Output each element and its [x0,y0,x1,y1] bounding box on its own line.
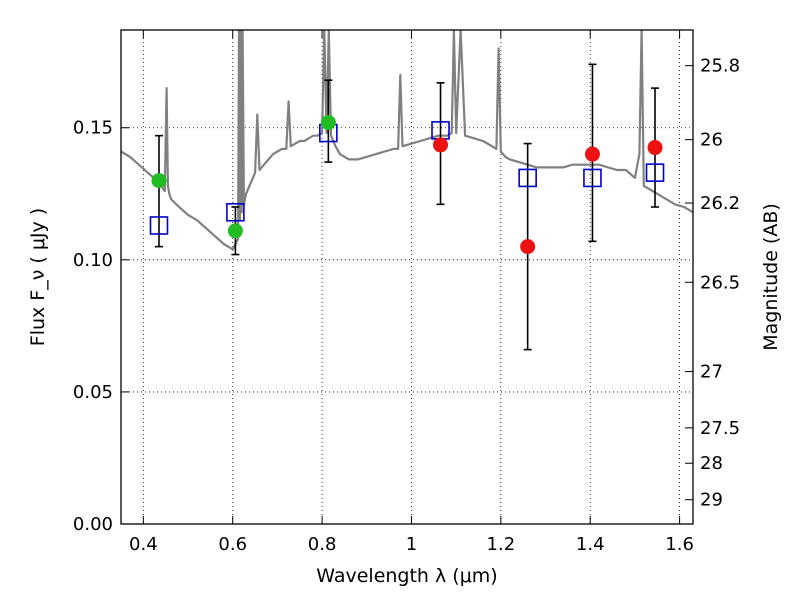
x-axis-ticks: 0.4 0.6 0.8 1 1.2 1.4 1.6 [129,30,694,555]
y-tick-label: 0.10 [73,250,113,271]
x-tick-label: 0.8 [308,534,337,555]
y-tick-label: 0.00 [73,514,113,535]
plot-frame [120,29,694,525]
observed-point [151,173,167,189]
x-tick-label: 1.2 [487,534,516,555]
observed-point [584,146,600,162]
observed-point [520,239,536,255]
observed-point [320,114,336,130]
observed-point [647,140,663,156]
model-photometry-square [583,168,602,188]
model-photometry-square [645,163,665,182]
right-tick-label: 27.5 [700,418,740,439]
observed-photometry-markers [151,114,663,255]
x-tick-label: 1 [406,534,417,555]
y-axis-ticks: 0.00 0.05 0.10 0.15 [73,118,129,535]
right-tick-label: 26 [700,130,723,151]
right-tick-label: 28 [700,453,723,474]
x-tick-label: 1.4 [576,534,605,555]
observed-point [433,137,449,153]
x-tick-label: 0.6 [218,534,247,555]
x-tick-label: 1.6 [665,534,694,555]
y-tick-label: 0.05 [73,382,113,403]
right-tick-label: 25.8 [700,56,740,77]
right-tick-label: 26.5 [700,272,740,293]
right-tick-label: 29 [700,490,723,511]
right-tick-label: 26.2 [700,193,740,214]
model-photometry-markers [149,121,665,235]
right-tick-label: 27 [700,362,723,383]
y-tick-label: 0.15 [73,118,113,139]
model-photometry-square [518,168,537,188]
model-photometry-square [149,216,169,235]
x-tick-label: 0.4 [129,534,158,555]
x-axis-label: Wavelength λ (μm) [316,565,497,587]
y-axis-label: Flux F_ν ( μJy ) [27,208,49,346]
observed-point [227,223,243,239]
model-photometry-square [226,202,245,222]
right-axis-label: Magnitude (AB) [760,203,782,351]
right-axis-ticks: 25.8 26 26.2 26.5 27 27.5 28 29 [685,56,740,511]
